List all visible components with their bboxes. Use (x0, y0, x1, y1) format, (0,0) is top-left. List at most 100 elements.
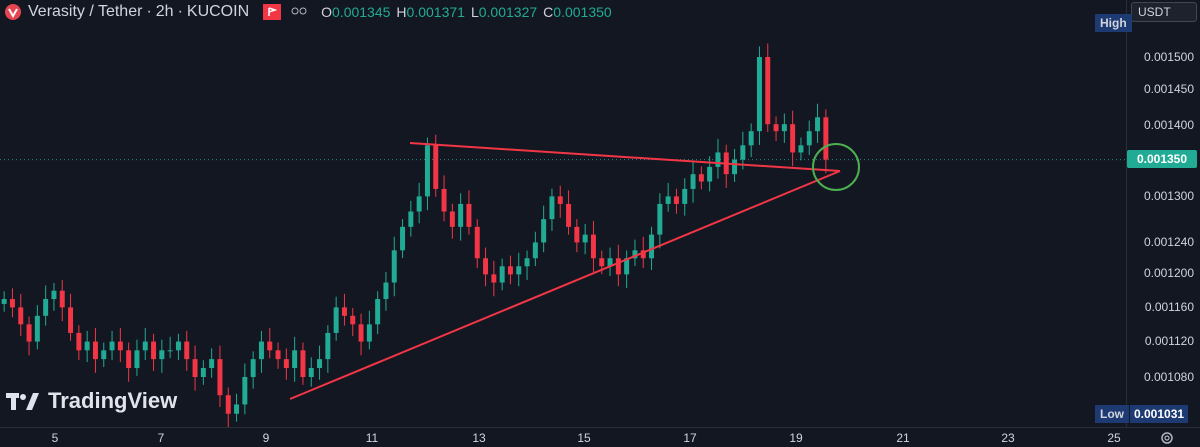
candle-body (582, 234, 588, 243)
candle-body (59, 290, 65, 308)
symbol-name[interactable]: Verasity / Tether (28, 3, 143, 20)
interval-separator: · (146, 3, 152, 20)
candle-body (524, 258, 530, 267)
candle-body (375, 299, 381, 325)
candle-body (217, 359, 223, 396)
candle-body (9, 299, 15, 308)
time-tick: 23 (1001, 431, 1015, 445)
candle-body (740, 145, 746, 160)
ohlc-close: C0.001350 (543, 4, 612, 20)
candle-body (408, 211, 414, 227)
candle-body (250, 359, 256, 377)
time-tick: 9 (262, 431, 270, 445)
low-tag: Low (1095, 405, 1129, 423)
last-price-label: 0.001350 (1127, 150, 1197, 168)
candle-body (491, 274, 497, 283)
candle-body (68, 307, 74, 333)
eye-icon[interactable] (291, 4, 307, 20)
ohlc-values: O0.001345 H0.001371 L0.001327 C0.001350 (321, 4, 612, 20)
price-chart[interactable] (0, 0, 1126, 427)
ohlc-open: O0.001345 (321, 4, 391, 20)
candle-body (192, 359, 198, 377)
candle-body (624, 258, 630, 275)
candle-body (715, 152, 721, 167)
candle-body (474, 226, 480, 259)
time-tick: 5 (51, 431, 59, 445)
candle-body (175, 341, 181, 351)
candle-body (234, 404, 240, 414)
candle-body (441, 188, 447, 212)
time-axis[interactable]: 5 7 9 11 13 15 17 19 21 23 25 (0, 427, 1200, 447)
candle-body (541, 219, 547, 243)
price-tick: 0.001450 (1143, 82, 1194, 96)
candle-body (665, 196, 671, 204)
symbol-logo-icon[interactable] (2, 1, 24, 23)
candle-body (167, 350, 173, 352)
candle-body (574, 226, 580, 243)
candle-body (200, 368, 206, 377)
candle-body (317, 359, 323, 369)
price-tick: 0.001500 (1143, 50, 1194, 64)
gear-icon[interactable] (1158, 429, 1176, 447)
time-tick: 7 (157, 431, 165, 445)
candle-body (76, 332, 82, 351)
price-tick: 0.001080 (1143, 370, 1194, 384)
candle-body (566, 203, 572, 227)
time-tick: 13 (472, 431, 486, 445)
candle-body (549, 196, 555, 220)
tradingview-watermark[interactable]: TradingView (6, 388, 177, 414)
candle-body (607, 258, 613, 267)
candle-body (151, 341, 157, 360)
candle-body (391, 250, 397, 283)
candle-body (26, 324, 32, 342)
candle-body (209, 359, 215, 369)
candle-body (732, 159, 738, 175)
candle-body (117, 341, 123, 351)
candle-body (225, 395, 231, 414)
candle-body (416, 196, 422, 212)
candle-body (142, 341, 148, 351)
time-tick: 17 (683, 431, 697, 445)
candle-body (632, 250, 638, 259)
candle-body (159, 350, 165, 360)
candle-body (765, 57, 771, 125)
candle-body (126, 350, 132, 369)
exchange-label[interactable]: KUCOIN (186, 3, 250, 20)
candle-body (333, 307, 339, 333)
candle-body (806, 131, 812, 146)
price-tick: 0.001300 (1143, 189, 1194, 203)
candle-body (358, 324, 364, 342)
chart-area[interactable] (0, 0, 1126, 427)
candle-body (773, 124, 779, 132)
price-axis[interactable]: 0.001500 0.001450 0.001400 0.001300 0.00… (1126, 0, 1200, 427)
candle-body (383, 282, 389, 300)
candle-body (449, 211, 455, 227)
candle-body (184, 341, 190, 360)
candle-body (756, 57, 762, 132)
candle-body (275, 350, 281, 360)
candle-body (101, 350, 107, 360)
candle-body (350, 315, 356, 325)
candle-body (84, 341, 90, 351)
watermark-text: TradingView (48, 388, 178, 413)
currency-select[interactable]: USDT (1131, 2, 1197, 22)
flag-icon[interactable] (263, 4, 282, 20)
candle-body (748, 131, 754, 146)
candle-body (341, 307, 347, 316)
candle-body (283, 359, 289, 369)
candle-body (690, 174, 696, 189)
candle-body (790, 124, 796, 153)
price-tick: 0.001200 (1143, 266, 1194, 280)
candle-body (466, 203, 472, 227)
candle-body (649, 234, 655, 259)
candle-body (43, 299, 49, 316)
lower-trendline (289, 170, 841, 400)
candle-body (292, 350, 298, 369)
interval-label[interactable]: 2h (155, 3, 174, 20)
tradingview-logo-icon (6, 390, 40, 412)
candle-body (424, 145, 430, 197)
candle-body (615, 258, 621, 275)
candle-body (682, 188, 688, 204)
exchange-separator: · (177, 3, 183, 20)
candle-body (640, 250, 646, 259)
